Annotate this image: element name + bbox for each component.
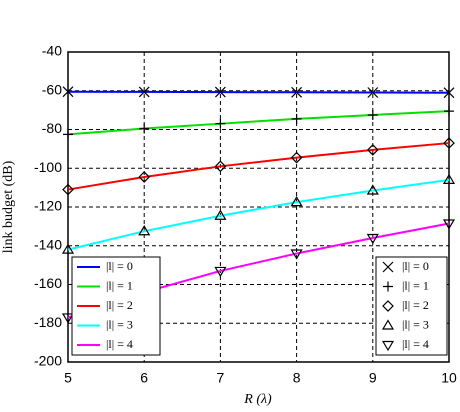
legend-label: |l| = 0 [106, 259, 133, 273]
marker [63, 129, 73, 140]
y-axis-label: link budget (dB) [1, 160, 16, 253]
marker [62, 86, 74, 98]
plot-frame [67, 51, 450, 363]
legend-label: |l| = 2 [402, 298, 429, 312]
y-tick-label: -60 [42, 81, 62, 97]
marker [291, 86, 303, 98]
legend-marker [381, 340, 395, 352]
marker [367, 109, 378, 120]
marker [61, 243, 75, 254]
series-line [67, 110, 450, 136]
y-tick-label: -40 [42, 43, 62, 59]
marker [290, 151, 303, 164]
marker [443, 87, 455, 99]
marker [444, 106, 454, 117]
legend-label: |l| = 1 [402, 278, 429, 292]
legend-label: |l| = 2 [106, 298, 133, 312]
marker [61, 313, 75, 324]
x-tick-label: 6 [140, 370, 148, 386]
legend-marker [381, 319, 395, 330]
y-tick-label: -180 [34, 314, 62, 330]
legend-label: |l| = 4 [402, 337, 429, 351]
series-line [67, 90, 450, 94]
series-line [67, 142, 450, 191]
marker [290, 249, 303, 260]
x-axis-label: R (λ) [243, 392, 272, 407]
marker [366, 143, 379, 156]
marker [443, 137, 455, 149]
marker [62, 183, 74, 196]
x-tick-label: 8 [293, 370, 301, 386]
x-tick-label: 10 [441, 370, 457, 386]
legend-label: |l| = 3 [402, 317, 429, 331]
marker [291, 113, 302, 124]
series-line [67, 178, 450, 251]
legend-label: |l| = 1 [106, 278, 133, 292]
marker [290, 195, 303, 207]
legend-marker [383, 281, 393, 292]
y-tick-label: -80 [42, 120, 62, 136]
legend-label: |l| = 4 [106, 337, 133, 351]
marker [214, 86, 226, 98]
legend-box [375, 256, 448, 356]
marker [138, 86, 150, 98]
marker [215, 118, 226, 129]
marker [138, 171, 151, 183]
x-tick-label: 5 [64, 370, 72, 386]
x-tick-label: 9 [369, 370, 377, 386]
marker [442, 219, 456, 230]
marker [139, 123, 150, 134]
legend-label: |l| = 0 [402, 259, 429, 273]
marker [367, 87, 379, 98]
y-tick-label: -200 [34, 353, 62, 369]
marker [214, 266, 227, 278]
marker [138, 225, 151, 236]
y-tick-label: -100 [34, 159, 62, 175]
marker [442, 173, 456, 184]
y-tick-label: -140 [34, 236, 62, 252]
x-tick-label: 7 [217, 370, 225, 386]
marker [366, 184, 379, 195]
y-tick-label: -160 [34, 275, 62, 291]
legend-marker [382, 261, 394, 273]
marker [214, 209, 227, 220]
legend-label: |l| = 3 [106, 317, 133, 331]
y-tick-label: -120 [34, 198, 62, 214]
legend-marker [382, 300, 394, 312]
marker [366, 233, 379, 245]
marker [214, 160, 227, 173]
